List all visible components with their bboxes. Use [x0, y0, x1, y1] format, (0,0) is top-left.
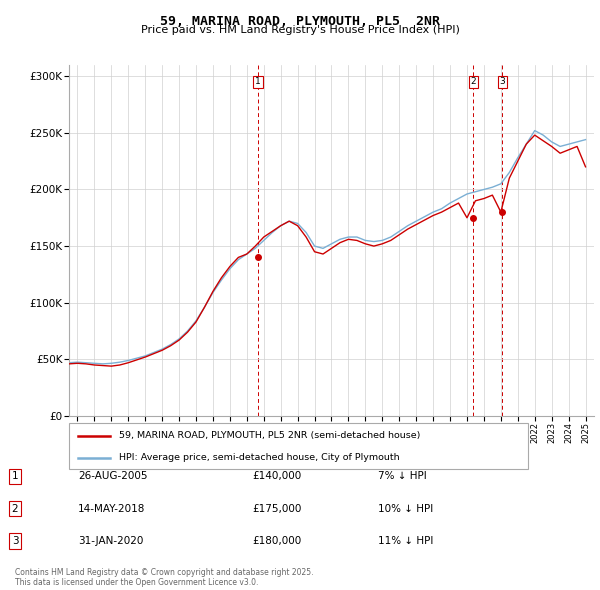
Text: 3: 3 [499, 77, 505, 86]
Text: 3: 3 [11, 536, 19, 546]
Text: £175,000: £175,000 [252, 504, 301, 513]
Text: 7% ↓ HPI: 7% ↓ HPI [378, 471, 427, 481]
Text: HPI: Average price, semi-detached house, City of Plymouth: HPI: Average price, semi-detached house,… [119, 453, 400, 462]
Text: 10% ↓ HPI: 10% ↓ HPI [378, 504, 433, 513]
Text: 26-AUG-2005: 26-AUG-2005 [78, 471, 148, 481]
Text: £140,000: £140,000 [252, 471, 301, 481]
FancyBboxPatch shape [69, 423, 528, 469]
Text: 11% ↓ HPI: 11% ↓ HPI [378, 536, 433, 546]
Text: 2: 2 [470, 77, 476, 86]
Text: 59, MARINA ROAD, PLYMOUTH, PL5  2NR: 59, MARINA ROAD, PLYMOUTH, PL5 2NR [160, 15, 440, 28]
Text: 2: 2 [11, 504, 19, 513]
Text: 59, MARINA ROAD, PLYMOUTH, PL5 2NR (semi-detached house): 59, MARINA ROAD, PLYMOUTH, PL5 2NR (semi… [119, 431, 421, 440]
Text: Contains HM Land Registry data © Crown copyright and database right 2025.
This d: Contains HM Land Registry data © Crown c… [15, 568, 314, 587]
Text: £180,000: £180,000 [252, 536, 301, 546]
Text: 1: 1 [255, 77, 261, 86]
Text: 31-JAN-2020: 31-JAN-2020 [78, 536, 143, 546]
Text: 1: 1 [11, 471, 19, 481]
Text: 14-MAY-2018: 14-MAY-2018 [78, 504, 145, 513]
Text: Price paid vs. HM Land Registry's House Price Index (HPI): Price paid vs. HM Land Registry's House … [140, 25, 460, 35]
